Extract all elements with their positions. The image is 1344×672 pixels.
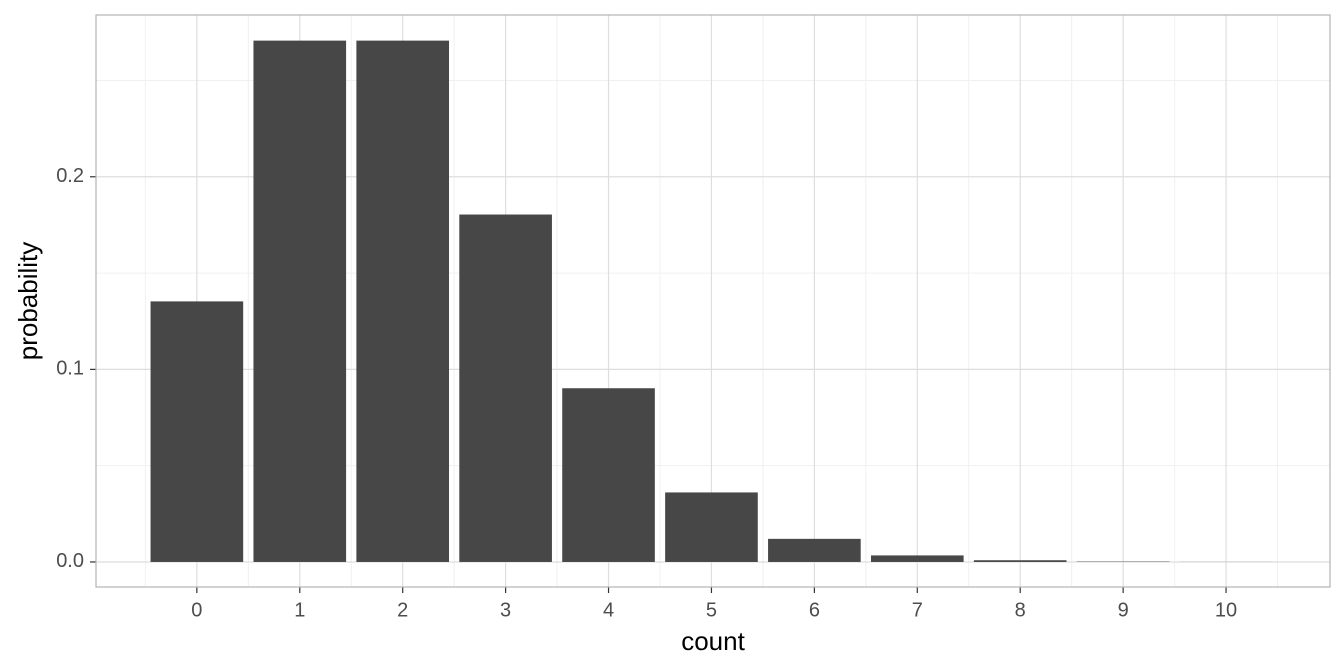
bar [973,560,1067,562]
bar [665,492,758,562]
x-tick-label: 0 [191,599,202,621]
x-tick-label: 5 [706,599,717,621]
y-axis-title: probability [13,242,43,361]
bar [562,388,655,562]
y-tick-label: 0.2 [56,165,84,187]
bar [253,40,347,562]
x-axis-title: count [681,626,745,656]
x-tick-label: 3 [500,599,511,621]
bar [356,40,450,562]
y-tick-label: 0.0 [56,550,84,572]
x-tick-label: 1 [294,599,305,621]
x-tick-label: 10 [1215,599,1237,621]
bar [768,538,861,562]
x-tick-label: 2 [397,599,408,621]
y-tick-label: 0.1 [56,358,84,380]
x-tick-label: 8 [1015,599,1026,621]
x-tick-label: 7 [912,599,923,621]
panel-border [95,14,1331,588]
x-tick-label: 4 [603,599,614,621]
x-tick-label: 6 [809,599,820,621]
x-tick-label: 9 [1118,599,1129,621]
bar [870,555,964,562]
bar [150,301,244,562]
bar [459,214,552,562]
